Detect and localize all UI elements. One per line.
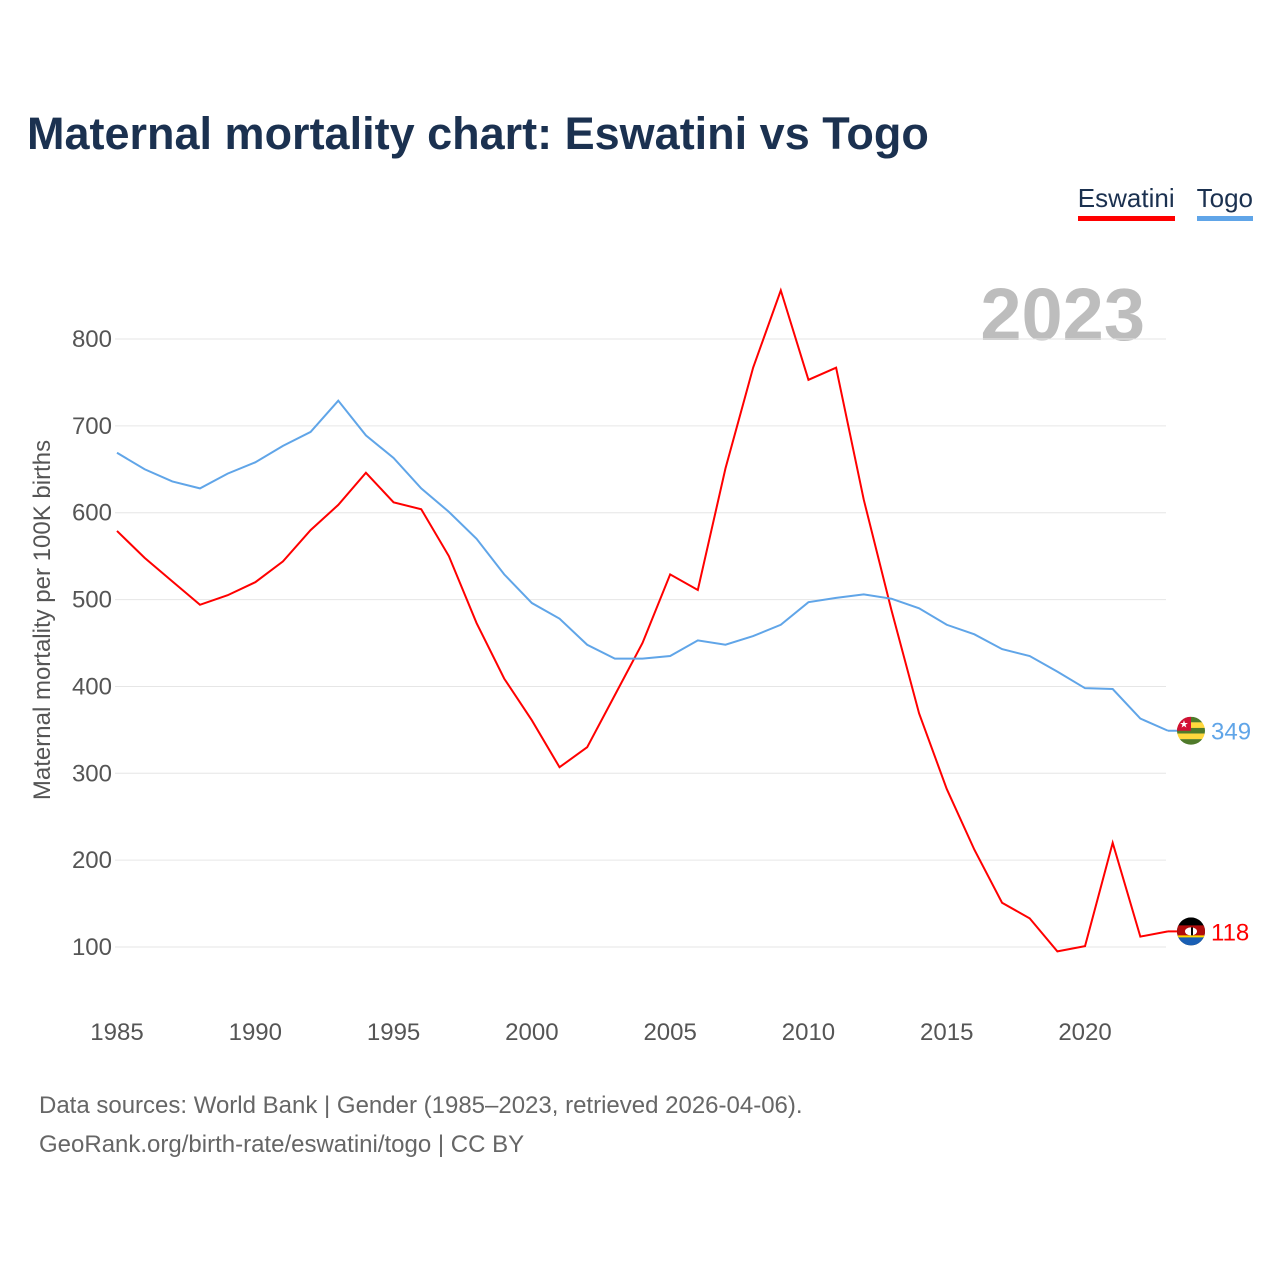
y-tick-label: 400 bbox=[72, 673, 112, 700]
end-value-label: 349 bbox=[1211, 719, 1251, 746]
togo-flag-icon: ★ bbox=[1177, 716, 1205, 745]
y-tick-label: 100 bbox=[72, 934, 112, 961]
x-tick-label: 2010 bbox=[782, 1019, 835, 1046]
series-line-togo bbox=[116, 399, 1169, 732]
source-note: Data sources: World Bank | Gender (1985–… bbox=[39, 1092, 803, 1119]
x-tick-label: 2015 bbox=[920, 1019, 973, 1046]
eswatini-flag-icon bbox=[1177, 917, 1205, 946]
footer: Data sources: World Bank | Gender (1985–… bbox=[39, 1086, 803, 1164]
y-tick-label: 800 bbox=[72, 326, 112, 353]
x-tick-label: 1985 bbox=[90, 1019, 143, 1046]
end-value-label: 118 bbox=[1211, 919, 1249, 946]
chart-title: Maternal mortality chart: Eswatini vs To… bbox=[27, 108, 929, 159]
x-tick-label: 2005 bbox=[643, 1019, 696, 1046]
legend-togo[interactable]: Togo bbox=[1196, 183, 1253, 221]
series-line-eswatini bbox=[116, 287, 1169, 953]
x-tick-label: 2020 bbox=[1058, 1019, 1111, 1046]
source-link[interactable]: GeoRank.org/birth-rate/eswatini/togo | C… bbox=[39, 1131, 525, 1158]
x-tick-label: 1995 bbox=[367, 1019, 420, 1046]
legend: Eswatini Togo bbox=[1077, 183, 1253, 221]
y-tick-label: 300 bbox=[72, 760, 112, 787]
y-axis-label: Maternal mortality per 100K births bbox=[29, 440, 56, 800]
x-tick-label: 2000 bbox=[505, 1019, 558, 1046]
watermark-year: 2023 bbox=[980, 273, 1145, 356]
y-tick-label: 500 bbox=[72, 587, 112, 614]
y-tick-label: 600 bbox=[72, 500, 112, 527]
x-tick-label: 1990 bbox=[229, 1019, 282, 1046]
y-tick-label: 700 bbox=[72, 413, 112, 440]
y-tick-label: 200 bbox=[72, 847, 112, 874]
legend-eswatini[interactable]: Eswatini bbox=[1077, 183, 1175, 221]
svg-text:★: ★ bbox=[1180, 720, 1189, 731]
